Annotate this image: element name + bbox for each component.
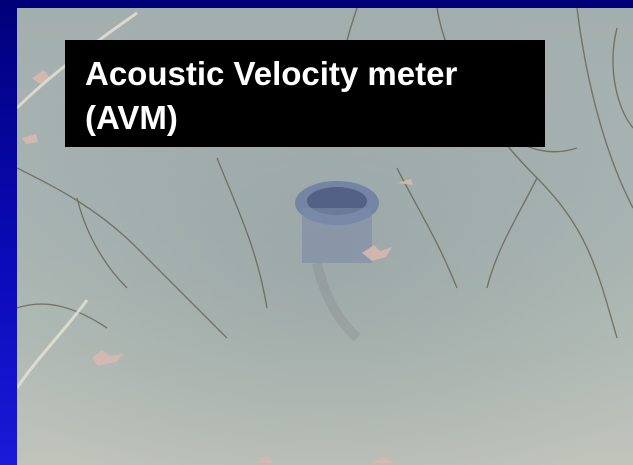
avm-device [295,181,379,342]
title-box: Acoustic Velocity meter (AVM) [65,40,545,147]
leaves [22,70,413,463]
title-line: (AVM) [85,99,178,136]
title-line: Acoustic Velocity meter [85,55,458,92]
